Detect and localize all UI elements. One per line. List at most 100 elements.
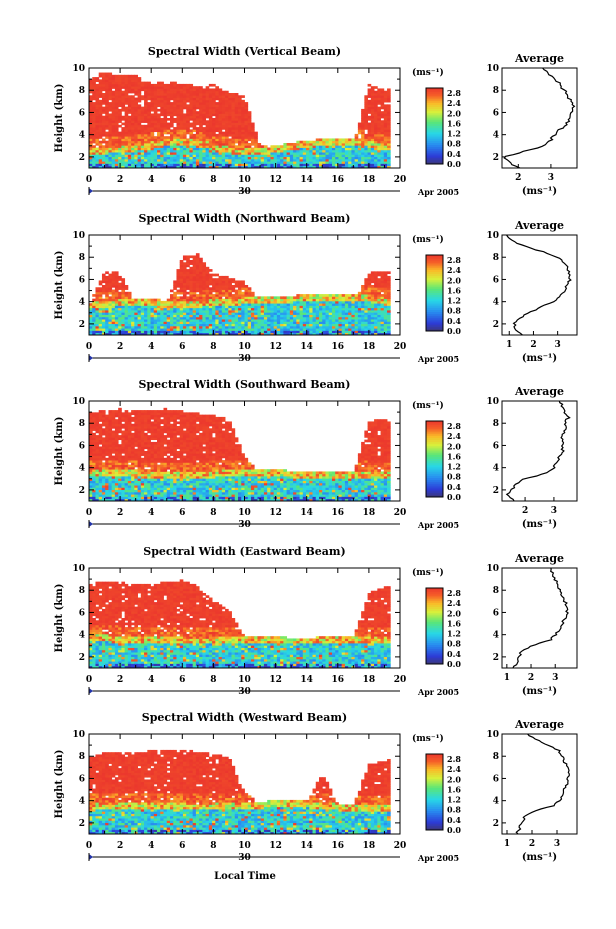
x-tick-label: 16 [332, 342, 345, 352]
heatmap-cell [296, 143, 300, 146]
heatmap-cell [186, 145, 190, 148]
heatmap-cell [234, 285, 239, 288]
heatmap-cell [173, 145, 177, 148]
heatmap-cell [199, 325, 203, 329]
heatmap-cell [179, 314, 184, 318]
heatmap-cell [377, 111, 381, 114]
heatmap-cell [98, 111, 103, 114]
heatmap-cell [370, 307, 375, 311]
heatmap-cell [118, 136, 122, 139]
heatmap-cell [383, 95, 388, 98]
heatmap-cell [134, 79, 138, 83]
heatmap-cell [202, 282, 207, 286]
heatmap-cell [231, 285, 236, 288]
heatmap-cell [322, 312, 326, 315]
heatmap-cell [124, 294, 129, 297]
heatmap-cell [101, 106, 106, 110]
heatmap-cell [289, 300, 294, 304]
heatmap-cell [144, 154, 148, 158]
heatmap-cell [306, 319, 310, 322]
heatmap-cell [225, 138, 229, 142]
heatmap-cell [205, 330, 210, 334]
heatmap-cell [169, 298, 174, 302]
heatmap-cell [153, 108, 158, 112]
heatmap-cell [221, 90, 226, 94]
heatmap-cell [147, 118, 151, 121]
heatmap-cell [338, 310, 343, 313]
heatmap-cell [244, 287, 249, 290]
heatmap-cell [367, 328, 372, 331]
heatmap-cell [108, 289, 113, 293]
heatmap-cell [160, 86, 164, 89]
heatmap-cell [351, 161, 356, 164]
heatmap-cell [247, 120, 252, 123]
heatmap-cell [182, 133, 187, 137]
heatmap-cell [241, 154, 245, 158]
heatmap-cell [176, 280, 181, 284]
heatmap-cell [250, 319, 255, 322]
heatmap-cell [121, 325, 126, 329]
heatmap-cell [186, 275, 190, 279]
heatmap-cell [137, 129, 142, 133]
heatmap-cell [263, 330, 268, 334]
heatmap-cell [283, 312, 288, 315]
heatmap-cell [114, 120, 119, 123]
heatmap-cell [169, 319, 174, 322]
heatmap-cell [182, 138, 187, 142]
heatmap-cell [374, 127, 378, 130]
heatmap-cell [173, 163, 177, 167]
heatmap-cell [108, 88, 113, 92]
heatmap-cell [338, 303, 343, 306]
heatmap-cell [124, 111, 129, 114]
heatmap-cell [231, 99, 236, 103]
heatmap-cell [331, 294, 336, 297]
heatmap-cell [95, 412, 100, 416]
heatmap-cell [89, 482, 93, 486]
heatmap-cell [118, 307, 122, 311]
heatmap-cell [199, 298, 203, 302]
heatmap-cell [312, 143, 317, 146]
heatmap-cell [357, 316, 362, 320]
heatmap-cell [134, 74, 138, 78]
heatmap-cell [364, 161, 368, 164]
heatmap-cell [98, 437, 103, 441]
heatmap-cell [250, 310, 255, 313]
heatmap-cell [124, 147, 129, 151]
heatmap-cell [231, 289, 236, 293]
heatmap-cell [377, 287, 381, 290]
heatmap-cell [176, 106, 181, 110]
heatmap-cell [205, 294, 210, 297]
heatmap-cell [370, 314, 375, 318]
heatmap-cell [101, 275, 106, 279]
heatmap-cell [92, 312, 96, 315]
heatmap-cell [367, 316, 372, 320]
heatmap-cell [98, 430, 103, 434]
heatmap-cell [114, 93, 119, 96]
heatmap-cell [351, 294, 356, 297]
heatmap-cell [250, 325, 255, 329]
heatmap-cell [127, 300, 132, 304]
heatmap-cell [147, 127, 151, 130]
heatmap-cell [147, 328, 151, 331]
heatmap-cell [144, 93, 148, 96]
heatmap-cell [247, 149, 252, 153]
heatmap-cell [370, 310, 375, 313]
heatmap-cell [344, 312, 349, 315]
heatmap-cell [241, 161, 245, 164]
heatmap-cell [114, 325, 119, 329]
heatmap-cell [296, 321, 300, 325]
heatmap-cell [247, 152, 252, 155]
heatmap-cell [221, 111, 226, 114]
heatmap-cell [195, 149, 200, 153]
heatmap-cell [186, 108, 190, 112]
heatmap-cell [380, 298, 385, 302]
heatmap-cell [160, 307, 164, 311]
heatmap-cell [215, 294, 219, 297]
heatmap-cell [344, 305, 349, 309]
heatmap-cell [309, 307, 313, 311]
colorbar-swatch [426, 98, 443, 102]
heatmap-cell [299, 147, 304, 151]
heatmap-cell [202, 307, 207, 311]
heatmap-cell [377, 319, 381, 322]
heatmap-cell [166, 106, 171, 110]
